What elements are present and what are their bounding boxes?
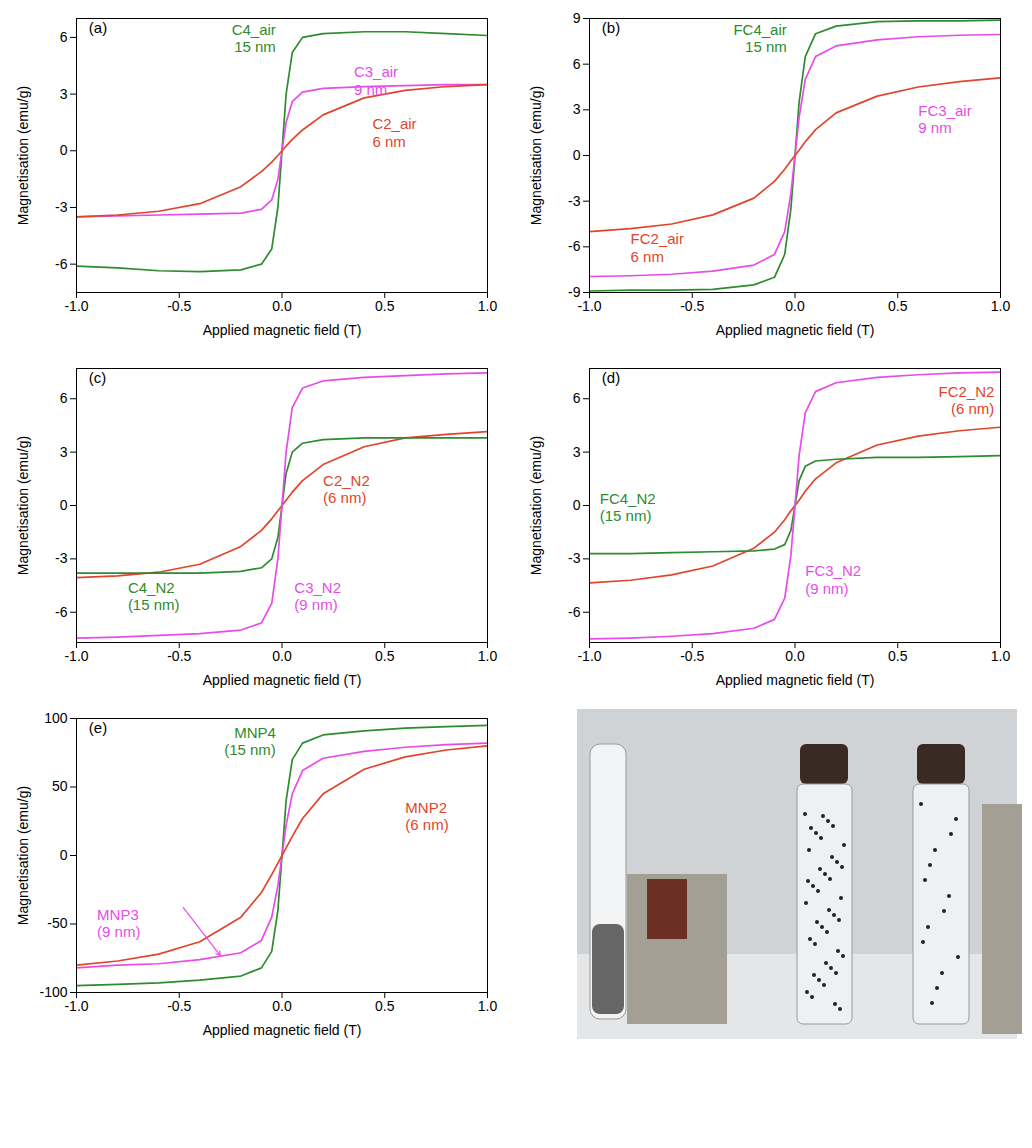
svg-text:MNP4(15 nm): MNP4(15 nm) — [224, 724, 276, 758]
svg-text:-50: -50 — [47, 915, 67, 931]
svg-text:C3_air9 nm: C3_air9 nm — [354, 63, 398, 97]
svg-text:3: 3 — [573, 101, 581, 117]
svg-text:Magnetisation (emu/g): Magnetisation (emu/g) — [15, 86, 31, 225]
svg-text:MNP2(6 nm): MNP2(6 nm) — [405, 799, 448, 833]
svg-text:0: 0 — [60, 497, 68, 513]
svg-text:0: 0 — [60, 142, 68, 158]
svg-text:0.0: 0.0 — [272, 298, 292, 314]
svg-text:6: 6 — [60, 390, 68, 406]
svg-text:0.5: 0.5 — [375, 648, 395, 664]
svg-text:-6: -6 — [568, 238, 581, 254]
svg-text:6: 6 — [573, 56, 581, 72]
svg-text:(b): (b) — [602, 19, 620, 36]
svg-text:(d): (d) — [602, 369, 620, 386]
svg-text:-1.0: -1.0 — [64, 648, 88, 664]
svg-text:1.0: 1.0 — [478, 298, 498, 314]
svg-text:Magnetisation (emu/g): Magnetisation (emu/g) — [15, 786, 31, 925]
svg-text:Applied magnetic field (T): Applied magnetic field (T) — [203, 1022, 362, 1038]
svg-text:(e): (e) — [89, 719, 107, 736]
svg-text:0: 0 — [60, 847, 68, 863]
svg-text:9: 9 — [573, 10, 581, 26]
svg-text:3: 3 — [60, 444, 68, 460]
svg-text:3: 3 — [60, 86, 68, 102]
svg-text:-0.5: -0.5 — [680, 298, 704, 314]
svg-text:(c): (c) — [89, 369, 107, 386]
svg-text:Applied magnetic field (T): Applied magnetic field (T) — [203, 672, 362, 688]
svg-text:1.0: 1.0 — [991, 648, 1011, 664]
svg-text:Magnetisation (emu/g): Magnetisation (emu/g) — [528, 436, 544, 575]
svg-text:-0.5: -0.5 — [167, 298, 191, 314]
svg-text:0.5: 0.5 — [375, 298, 395, 314]
svg-text:-3: -3 — [55, 199, 68, 215]
svg-text:FC2_N2(6 nm): FC2_N2(6 nm) — [938, 383, 994, 417]
svg-text:50: 50 — [52, 778, 68, 794]
svg-text:-9: -9 — [568, 284, 581, 300]
svg-text:FC3_air9 nm: FC3_air9 nm — [918, 102, 971, 136]
svg-text:FC3_N2(9 nm): FC3_N2(9 nm) — [805, 562, 861, 596]
svg-text:-3: -3 — [55, 550, 68, 566]
svg-text:-1.0: -1.0 — [64, 998, 88, 1014]
svg-text:Applied magnetic field (T): Applied magnetic field (T) — [716, 672, 875, 688]
svg-text:0: 0 — [573, 497, 581, 513]
svg-text:-1.0: -1.0 — [577, 648, 601, 664]
svg-text:-1.0: -1.0 — [577, 298, 601, 314]
svg-text:0.0: 0.0 — [785, 648, 805, 664]
svg-text:0.0: 0.0 — [785, 298, 805, 314]
svg-text:C2_air6 nm: C2_air6 nm — [372, 115, 416, 149]
svg-text:3: 3 — [573, 444, 581, 460]
svg-text:0.0: 0.0 — [272, 998, 292, 1014]
svg-text:FC4_N2(15 nm): FC4_N2(15 nm) — [600, 490, 656, 524]
svg-text:-6: -6 — [55, 256, 68, 272]
svg-text:-3: -3 — [568, 193, 581, 209]
svg-text:(a): (a) — [89, 19, 107, 36]
svg-text:-0.5: -0.5 — [680, 648, 704, 664]
svg-text:0.5: 0.5 — [888, 648, 908, 664]
svg-text:6: 6 — [60, 29, 68, 45]
svg-text:C3_N2(9 nm): C3_N2(9 nm) — [294, 579, 341, 613]
svg-text:1.0: 1.0 — [478, 998, 498, 1014]
svg-text:-1.0: -1.0 — [64, 298, 88, 314]
svg-text:FC2_air6 nm: FC2_air6 nm — [631, 230, 684, 264]
svg-text:C4_air15 nm: C4_air15 nm — [232, 21, 276, 55]
svg-text:C2_N2(6 nm): C2_N2(6 nm) — [323, 472, 370, 506]
svg-text:0.0: 0.0 — [272, 648, 292, 664]
svg-text:Magnetisation (emu/g): Magnetisation (emu/g) — [528, 86, 544, 225]
svg-text:1.0: 1.0 — [478, 648, 498, 664]
svg-text:FC4_air15 nm: FC4_air15 nm — [733, 21, 786, 55]
svg-text:Applied magnetic field (T): Applied magnetic field (T) — [203, 322, 362, 338]
svg-text:0.5: 0.5 — [888, 298, 908, 314]
svg-text:Magnetisation (emu/g): Magnetisation (emu/g) — [15, 436, 31, 575]
svg-text:0.5: 0.5 — [375, 998, 395, 1014]
svg-text:-6: -6 — [55, 604, 68, 620]
svg-text:1.0: 1.0 — [991, 298, 1011, 314]
svg-text:MNP3(9 nm): MNP3(9 nm) — [97, 906, 140, 940]
svg-text:100: 100 — [44, 710, 68, 726]
svg-text:-6: -6 — [568, 604, 581, 620]
svg-text:-0.5: -0.5 — [167, 998, 191, 1014]
svg-text:C4_N2(15 nm): C4_N2(15 nm) — [128, 579, 180, 613]
svg-text:0: 0 — [573, 147, 581, 163]
svg-text:-100: -100 — [39, 984, 68, 1000]
svg-text:Applied magnetic field (T): Applied magnetic field (T) — [716, 322, 875, 338]
svg-text:-0.5: -0.5 — [167, 648, 191, 664]
svg-text:6: 6 — [573, 390, 581, 406]
svg-text:-3: -3 — [568, 550, 581, 566]
